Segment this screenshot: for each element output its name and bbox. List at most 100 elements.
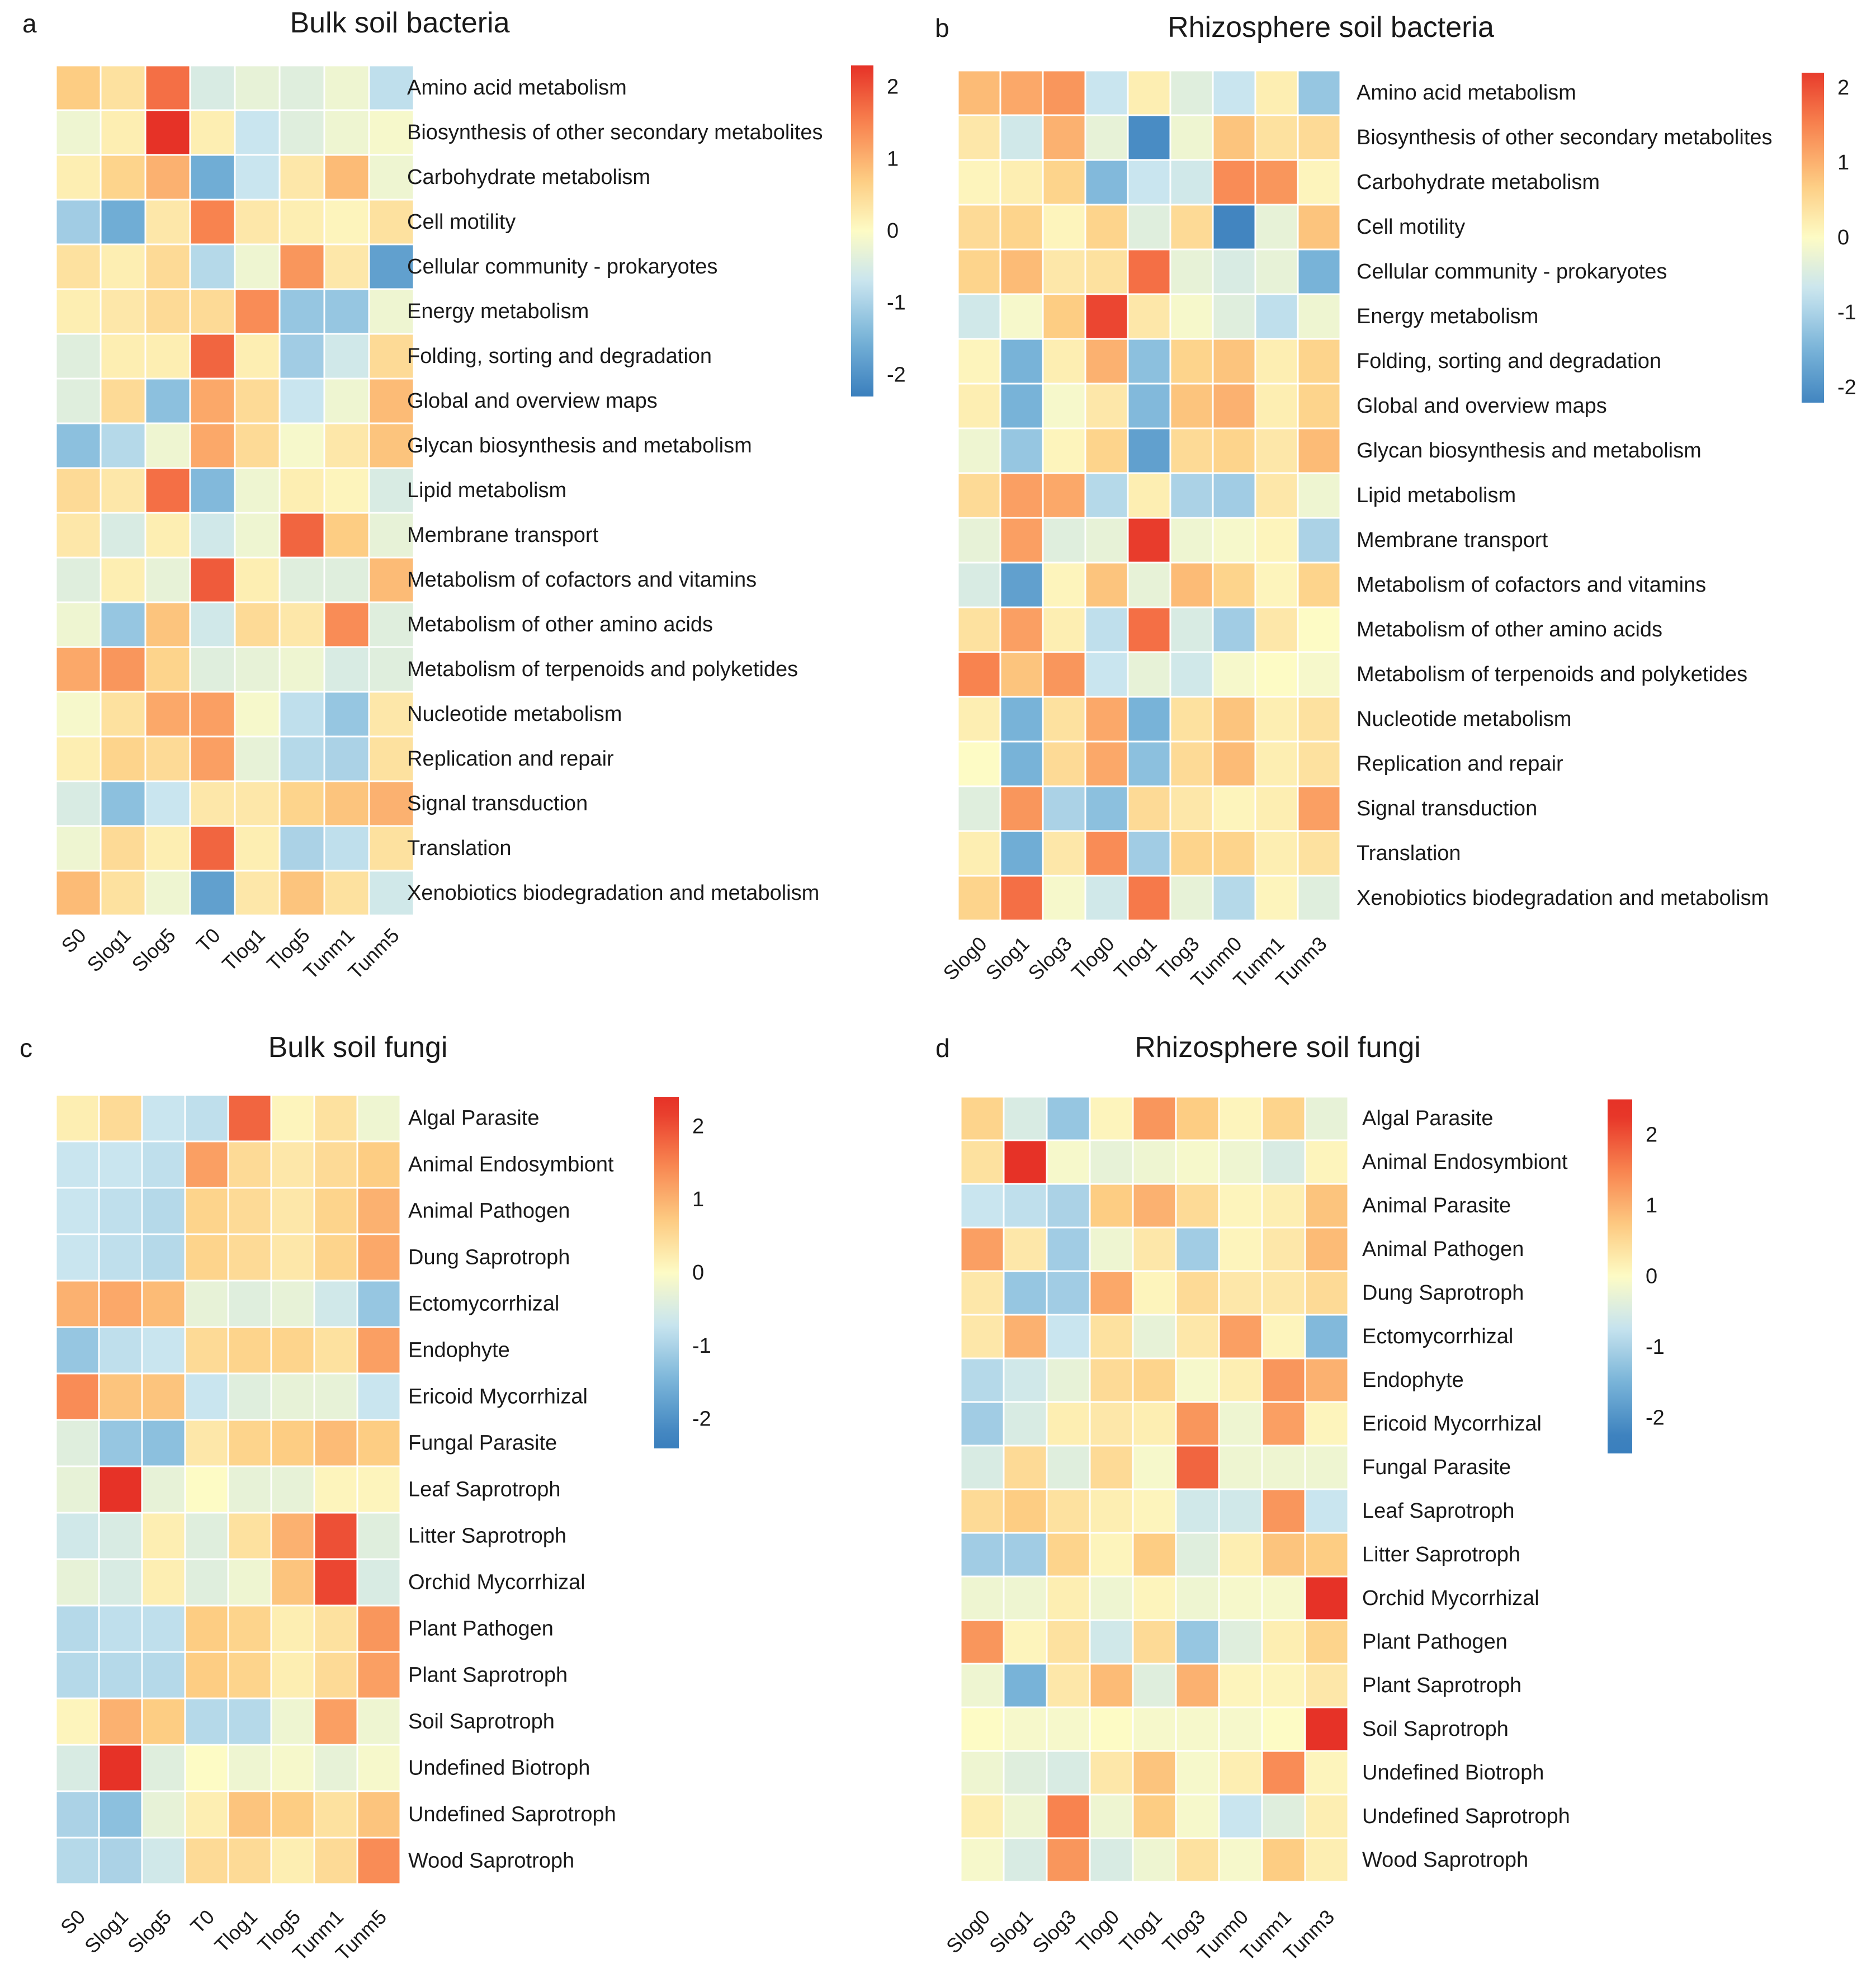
heatmap-cell: [323, 467, 370, 514]
heatmap-cell: [1089, 1793, 1134, 1839]
heatmap-cell: [1132, 1357, 1177, 1403]
heatmap-cell: [98, 1558, 143, 1607]
heatmap-cell: [55, 646, 102, 693]
heatmap-cell: [999, 427, 1044, 474]
legend-tick-label: 2: [1837, 76, 1849, 100]
row-label: Fungal Parasite: [1362, 1456, 1511, 1479]
heatmap-cell: [55, 1187, 100, 1235]
heatmap-cell: [1212, 114, 1256, 161]
heatmap-cell: [278, 780, 325, 827]
row-label: Xenobiotics biodegradation and metabolis…: [1357, 886, 1769, 910]
heatmap-cell: [98, 1372, 143, 1421]
column-label: Slog1: [80, 1905, 133, 1958]
heatmap-cell: [1084, 69, 1129, 116]
heatmap-cell: [141, 1744, 186, 1792]
heatmap-cell: [189, 288, 236, 335]
heatmap-cell: [313, 1512, 358, 1560]
heatmap-cell: [55, 1140, 100, 1189]
heatmap-cell: [1304, 1357, 1349, 1403]
heatmap-cell: [1127, 785, 1171, 832]
heatmap-cell: [957, 383, 1001, 429]
heatmap-cell: [1132, 1139, 1177, 1185]
legend-tick-label: 1: [1837, 151, 1849, 174]
heatmap-cell: [1218, 1793, 1263, 1839]
heatmap-cell: [1084, 785, 1129, 832]
column-label: Slog5: [123, 1905, 176, 1958]
heatmap-cell: [1304, 1488, 1349, 1534]
heatmap-cell: [184, 1651, 229, 1700]
row-label: Ericoid Mycorrhizal: [1362, 1412, 1542, 1436]
heatmap-cell: [1297, 785, 1341, 832]
heatmap-cell: [356, 1512, 401, 1560]
heatmap-cell: [1046, 1619, 1091, 1665]
heatmap-cell: [957, 606, 1001, 653]
heatmap-cell: [999, 114, 1044, 161]
heatmap-cell: [999, 293, 1044, 340]
heatmap-cell: [1003, 1837, 1048, 1883]
heatmap-cell: [55, 333, 102, 380]
heatmap-cell: [957, 69, 1001, 116]
heatmap-cell: [234, 735, 281, 782]
heatmap-cell: [227, 1604, 272, 1653]
heatmap-cell: [98, 1233, 143, 1282]
heatmap-cell: [189, 422, 236, 469]
heatmap-cell: [1304, 1663, 1349, 1708]
heatmap-cell: [999, 517, 1044, 564]
heatmap-cell: [1254, 427, 1299, 474]
heatmap-cell: [957, 561, 1001, 608]
heatmap-cell: [1132, 1444, 1177, 1490]
legend-tick-label: -2: [692, 1408, 711, 1431]
heatmap-cell: [957, 204, 1001, 251]
heatmap-cell: [960, 1619, 1005, 1665]
row-label: Endophyte: [408, 1339, 510, 1362]
heatmap-cell: [1297, 830, 1341, 877]
column-label: Tunm1: [299, 924, 358, 984]
row-label: Membrane transport: [1357, 528, 1548, 552]
heatmap-cell: [999, 248, 1044, 295]
row-label: Cell motility: [407, 210, 516, 234]
heatmap-cell: [960, 1793, 1005, 1839]
heatmap-cell: [1297, 606, 1341, 653]
heatmap-cell: [1132, 1837, 1177, 1883]
heatmap-cell: [1089, 1444, 1134, 1490]
heatmap-cell: [55, 1558, 100, 1607]
heatmap-cell: [323, 422, 370, 469]
heatmap-cell: [1304, 1183, 1349, 1229]
heatmap-cell: [1127, 561, 1171, 608]
heatmap-cell: [1261, 1183, 1306, 1229]
heatmap-cell: [1084, 293, 1129, 340]
heatmap-cell: [960, 1706, 1005, 1752]
heatmap-cell: [270, 1280, 315, 1328]
row-label: Biosynthesis of other secondary metaboli…: [1357, 126, 1773, 149]
heatmap-cell: [1254, 69, 1299, 116]
heatmap-cell: [100, 467, 147, 514]
heatmap-cell: [368, 646, 415, 693]
heatmap-cell: [55, 825, 102, 872]
heatmap-cell: [323, 288, 370, 335]
heatmap-cell: [960, 1314, 1005, 1359]
heatmap-cell: [1003, 1139, 1048, 1185]
heatmap-cell: [1127, 338, 1171, 385]
heatmap-cell: [184, 1419, 229, 1467]
heatmap-cell: [960, 1837, 1005, 1883]
heatmap-cell: [1212, 293, 1256, 340]
heatmap-cell: [227, 1233, 272, 1282]
heatmap-cell: [1169, 204, 1214, 251]
legend-tick-label: -1: [692, 1334, 711, 1358]
row-label: Lipid metabolism: [407, 479, 566, 502]
heatmap-cell: [356, 1558, 401, 1607]
heatmap-cell: [55, 601, 102, 648]
heatmap-cell: [278, 333, 325, 380]
heatmap-cell: [1089, 1663, 1134, 1708]
row-label: Folding, sorting and degradation: [1357, 350, 1661, 373]
color-scale-bar: [1608, 1099, 1632, 1453]
row-label: Cellular community - prokaryotes: [1357, 260, 1667, 284]
heatmap-cell: [141, 1372, 186, 1421]
heatmap-cell: [1046, 1575, 1091, 1621]
heatmap-cell: [1218, 1270, 1263, 1316]
heatmap-cell: [1003, 1314, 1048, 1359]
heatmap-cell: [1261, 1401, 1306, 1447]
heatmap-cell: [100, 64, 147, 111]
heatmap-cell: [184, 1790, 229, 1839]
heatmap-cell: [1046, 1837, 1091, 1883]
